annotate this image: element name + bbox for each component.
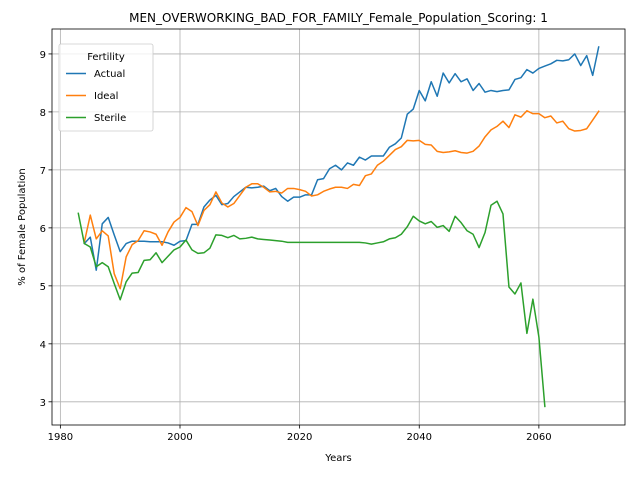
legend-label: Sterile <box>94 113 126 124</box>
legend-box <box>58 43 154 132</box>
y-tick-label: 9 <box>40 50 46 61</box>
chart-title: MEN_OVERWORKING_BAD_FOR_FAMILY_Female_Po… <box>129 11 548 25</box>
y-tick-label: 4 <box>40 340 46 351</box>
legend-title: Fertility <box>87 52 125 63</box>
y-tick-label: 6 <box>40 224 46 235</box>
y-axis-label: % of Female Population <box>17 168 28 285</box>
series-line-ideal <box>83 110 600 290</box>
y-tick-label: 7 <box>40 166 46 177</box>
legend-label: Actual <box>94 69 125 80</box>
plot-frame <box>51 28 626 426</box>
x-tick-label: 2020 <box>287 432 312 443</box>
legend-items: Actual Ideal Sterile <box>66 69 126 124</box>
legend-label: Ideal <box>94 91 118 102</box>
y-tick-label: 5 <box>40 282 46 293</box>
x-tick-label: 2060 <box>526 432 551 443</box>
series-line-sterile <box>77 200 546 408</box>
legend: Fertility Actual Ideal Sterile <box>58 43 154 132</box>
y-tick-label: 8 <box>40 108 46 119</box>
y-tick-label: 3 <box>40 398 46 409</box>
x-tick-label: 2040 <box>407 432 432 443</box>
axis-ticks: 1980 2000 2020 2040 2060 3 4 5 6 7 8 9 <box>40 50 552 443</box>
series-lines <box>77 46 600 408</box>
x-axis-label: Years <box>324 453 351 464</box>
series-line-actual <box>83 46 600 271</box>
x-tick-label: 1980 <box>48 432 73 443</box>
x-tick-label: 2000 <box>167 432 192 443</box>
